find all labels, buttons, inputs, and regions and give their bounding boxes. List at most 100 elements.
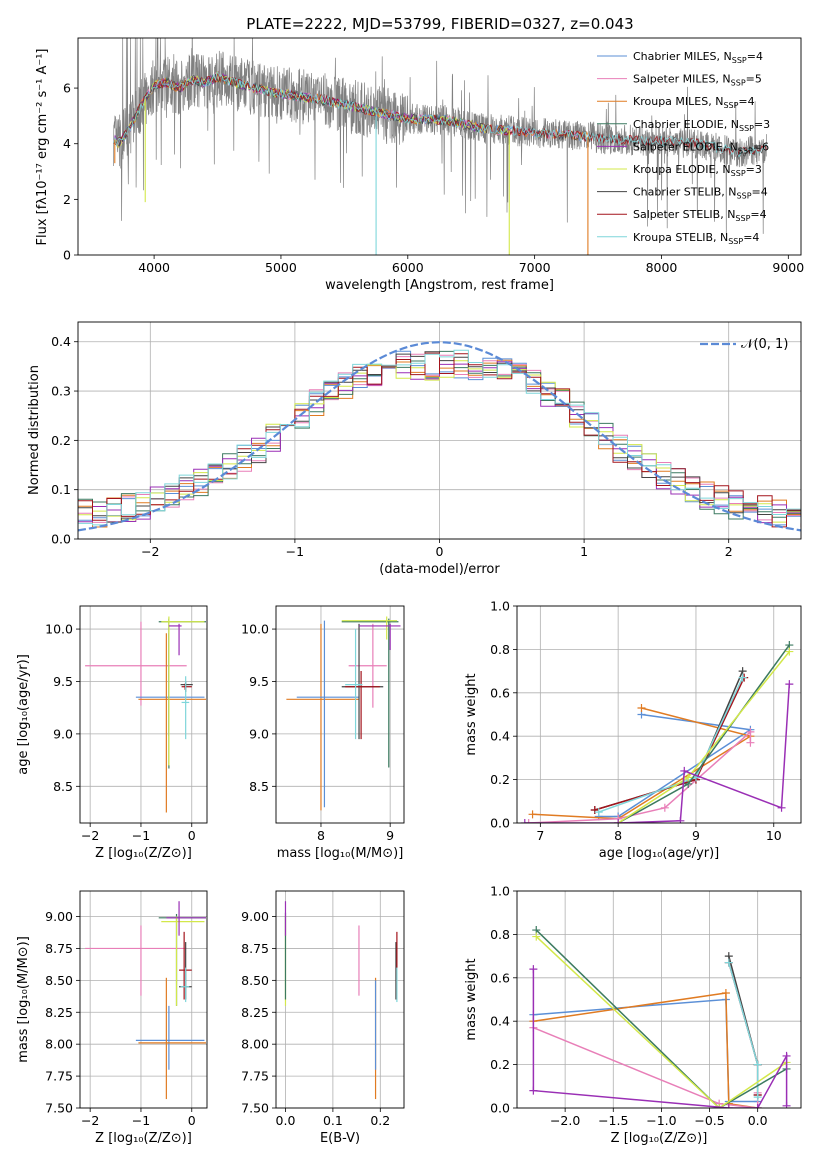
age-vs-mass-xtick-label: 8 bbox=[317, 828, 325, 843]
age-vs-Z-xtick-label: −1 bbox=[132, 828, 150, 843]
weight-vs-age-plot-area bbox=[520, 641, 794, 823]
age-vs-mass-xlabel: mass [log₁₀(M/M⊙)] bbox=[277, 846, 404, 861]
spectrum-ytick-label: 6 bbox=[63, 81, 71, 96]
spectrum-legend-label: Kroupa STELIB, NSSP=4 bbox=[633, 231, 759, 246]
weight-vs-age-point bbox=[738, 673, 747, 682]
weight-vs-Z-point bbox=[724, 958, 733, 967]
spectrum-xtick-label: 9000 bbox=[772, 260, 804, 275]
weight-vs-Z-point bbox=[782, 1101, 791, 1108]
weight-vs-Z-xlabel: Z [log₁₀(Z/Z⊙)] bbox=[611, 1131, 708, 1146]
weight-vs-Z-point bbox=[753, 1060, 762, 1069]
spectrum-frame bbox=[77, 37, 802, 256]
spectrum-data-line bbox=[113, 38, 767, 236]
age-vs-Z-frame bbox=[79, 605, 208, 824]
weight-vs-age-line-salpeter-elodie bbox=[524, 684, 791, 823]
weight-vs-age-ytick-label: 0.2 bbox=[490, 772, 510, 787]
mass-vs-Z-plot-area bbox=[85, 901, 206, 1100]
weight-vs-Z-point bbox=[532, 932, 541, 941]
weight-vs-age-point bbox=[594, 808, 603, 817]
age-vs-mass-frame bbox=[275, 605, 405, 824]
weight-vs-Z-xtick-label: −1.5 bbox=[598, 1113, 628, 1128]
mass-vs-Z-ytick-label: 9.00 bbox=[45, 909, 73, 924]
age-vs-mass-ytick-label: 9.0 bbox=[249, 726, 269, 741]
spectrum-legend-label: Chabrier STELIB, NSSP=4 bbox=[633, 186, 768, 201]
age-vs-Z-xtick-label: −2 bbox=[81, 828, 99, 843]
weight-vs-age-ytick-label: 1.0 bbox=[490, 599, 510, 614]
weight-vs-Z-plot-area bbox=[529, 926, 791, 1108]
residuals-hist-salpeter-stelib bbox=[78, 352, 801, 530]
spectrum-xtick-label: 4000 bbox=[138, 260, 170, 275]
residuals-hist-kroupa-stelib bbox=[78, 349, 801, 530]
weight-vs-Z-ytick-label: 0.8 bbox=[490, 927, 510, 942]
weight-vs-Z-xtick-label: −1.0 bbox=[646, 1113, 676, 1128]
mass-vs-Z-xtick-label: −2 bbox=[81, 1113, 99, 1128]
residuals-ytick-label: 0.3 bbox=[51, 384, 71, 399]
weight-vs-Z-xtick-label: −2.0 bbox=[550, 1113, 580, 1128]
weight-vs-age-point bbox=[680, 766, 689, 775]
spectrum-ytick-label: 0 bbox=[63, 248, 71, 263]
weight-vs-age-ylabel: mass weight bbox=[464, 673, 479, 755]
spectrum-xlabel: wavelength [Angstrom, rest frame] bbox=[325, 278, 554, 293]
mass-vs-EBV-frame bbox=[275, 890, 405, 1109]
weight-vs-age-ytick-label: 0.6 bbox=[490, 685, 510, 700]
spectrum-legend-label: Chabrier ELODIE, NSSP=3 bbox=[633, 118, 770, 133]
weight-vs-age-point bbox=[520, 819, 529, 823]
weight-vs-Z-ytick-label: 0.2 bbox=[490, 1057, 510, 1072]
weight-vs-age-xtick-label: 9 bbox=[692, 828, 700, 843]
residuals-ytick-label: 0.2 bbox=[51, 433, 71, 448]
weight-vs-Z-line-chabrier-elodie bbox=[535, 929, 787, 1108]
mass-vs-EBV-ytick-label: 8.75 bbox=[241, 941, 269, 956]
spectrum-model-salpeter-stelib bbox=[113, 70, 767, 156]
weight-vs-age-point bbox=[785, 647, 794, 656]
weight-vs-age-frame bbox=[516, 605, 802, 824]
mass-vs-EBV-xtick-label: 0.2 bbox=[370, 1113, 390, 1128]
weight-vs-age-point bbox=[684, 773, 693, 782]
weight-vs-Z-ytick-label: 1.0 bbox=[490, 884, 510, 899]
weight-vs-Z-point bbox=[529, 965, 538, 974]
age-vs-Z-xtick-label: 0 bbox=[188, 828, 196, 843]
mass-vs-EBV-xtick-label: 0.1 bbox=[323, 1113, 343, 1128]
weight-vs-age-point bbox=[614, 819, 623, 823]
weight-vs-Z-xtick-label: −0.5 bbox=[694, 1113, 724, 1128]
mass-vs-Z-ytick-label: 7.50 bbox=[45, 1101, 73, 1116]
mass-vs-Z-ytick-label: 8.75 bbox=[45, 941, 73, 956]
age-vs-mass-plot-area bbox=[286, 616, 401, 811]
weight-vs-Z-point bbox=[529, 1086, 538, 1095]
residuals-xlabel: (data-model)/error bbox=[379, 562, 500, 577]
mass-vs-EBV-xtick-label: 0.0 bbox=[276, 1113, 296, 1128]
residuals-xtick-label: 0 bbox=[436, 544, 444, 559]
age-vs-Z-ytick-label: 8.5 bbox=[53, 779, 73, 794]
weight-vs-age-point bbox=[637, 703, 646, 712]
residuals-ylabel: Normed distribution bbox=[27, 365, 42, 495]
weight-vs-Z-ytick-label: 0.6 bbox=[490, 970, 510, 985]
weight-vs-age-point bbox=[660, 803, 669, 812]
weight-vs-Z-ylabel: mass weight bbox=[464, 958, 479, 1040]
weight-vs-Z-point bbox=[721, 988, 730, 997]
weight-vs-Z-ytick-label: 0.0 bbox=[490, 1101, 510, 1116]
residuals-ytick-label: 0.1 bbox=[51, 482, 71, 497]
mass-vs-Z-ytick-label: 8.00 bbox=[45, 1037, 73, 1052]
age-vs-Z-plot-area bbox=[85, 616, 206, 813]
spectrum-model-kroupa-stelib bbox=[113, 72, 767, 158]
weight-vs-age-point bbox=[785, 680, 794, 689]
weight-vs-Z-point bbox=[724, 1104, 733, 1108]
spectrum-legend-label: Kroupa ELODIE, NSSP=3 bbox=[633, 163, 762, 178]
mass-vs-EBV-ytick-label: 8.00 bbox=[241, 1037, 269, 1052]
age-vs-mass-xtick-label: 9 bbox=[386, 828, 394, 843]
weight-vs-age-point bbox=[528, 810, 537, 819]
weight-vs-age-point bbox=[676, 816, 685, 823]
spectrum-xtick-label: 5000 bbox=[265, 260, 297, 275]
mass-vs-Z-xtick-label: −1 bbox=[132, 1113, 150, 1128]
weight-vs-Z-ytick-label: 0.4 bbox=[490, 1014, 510, 1029]
spectrum-xtick-label: 8000 bbox=[646, 260, 678, 275]
weight-vs-Z-point bbox=[782, 1051, 791, 1060]
weight-vs-Z-line-kroupa-elodie bbox=[535, 936, 788, 1108]
age-vs-Z-ytick-label: 10.0 bbox=[45, 622, 73, 637]
weight-vs-age-xtick-label: 7 bbox=[536, 828, 544, 843]
weight-vs-Z-point bbox=[753, 1093, 762, 1102]
weight-vs-age-point bbox=[777, 803, 786, 812]
age-vs-Z-xlabel: Z [log₁₀(Z/Z⊙)] bbox=[95, 846, 192, 861]
mass-vs-EBV-ytick-label: 8.50 bbox=[241, 973, 269, 988]
residuals-xtick-label: −1 bbox=[286, 544, 304, 559]
